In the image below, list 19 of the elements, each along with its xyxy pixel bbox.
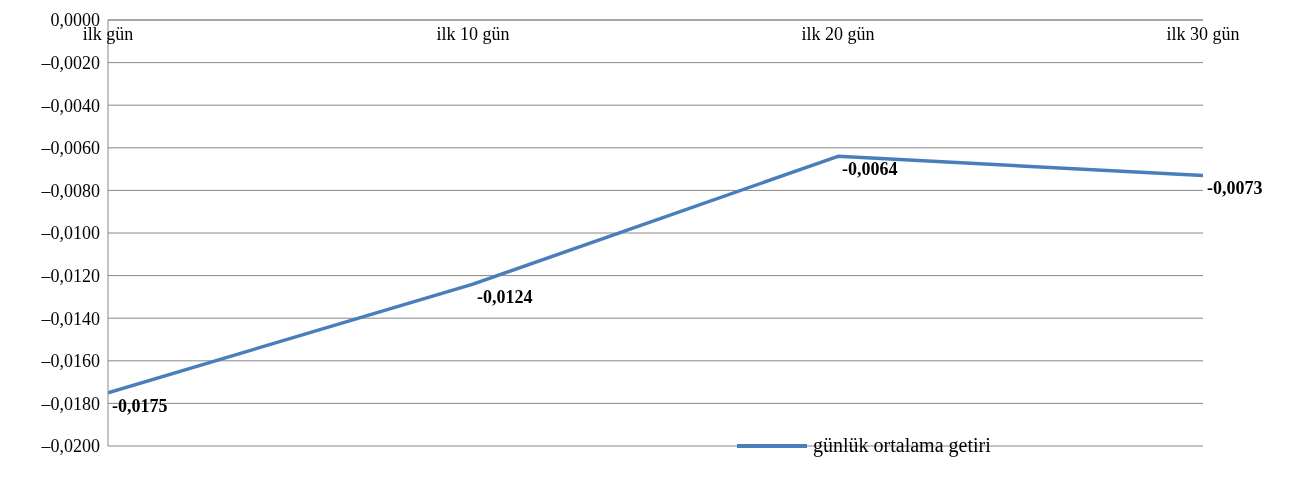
line-series bbox=[108, 154, 1203, 395]
y-tick-label: –0,0140 bbox=[40, 308, 100, 329]
y-tick-label: –0,0020 bbox=[40, 52, 100, 73]
y-tick-label: –0,0160 bbox=[40, 351, 100, 372]
y-tick-label: –0,0060 bbox=[40, 138, 100, 159]
x-tick-label: ilk 30 gün bbox=[1166, 24, 1240, 44]
y-tick-label: –0,0040 bbox=[40, 95, 100, 116]
y-tick-label: –0,0080 bbox=[40, 180, 100, 201]
x-tick-label: ilk 10 gün bbox=[436, 24, 510, 44]
y-tick-label: –0,0100 bbox=[40, 223, 100, 244]
x-tick-label: ilk 20 gün bbox=[801, 24, 875, 44]
y-tick-label: –0,0120 bbox=[40, 265, 100, 286]
data-label: -0,0124 bbox=[477, 287, 533, 308]
data-label: -0,0064 bbox=[842, 159, 898, 180]
data-label: -0,0073 bbox=[1207, 178, 1263, 199]
y-tick-label: –0,0180 bbox=[40, 393, 100, 414]
data-label: -0,0175 bbox=[112, 395, 168, 416]
legend-label: günlük ortalama getiri bbox=[813, 434, 991, 457]
y-tick-label: –0,0200 bbox=[40, 436, 100, 457]
